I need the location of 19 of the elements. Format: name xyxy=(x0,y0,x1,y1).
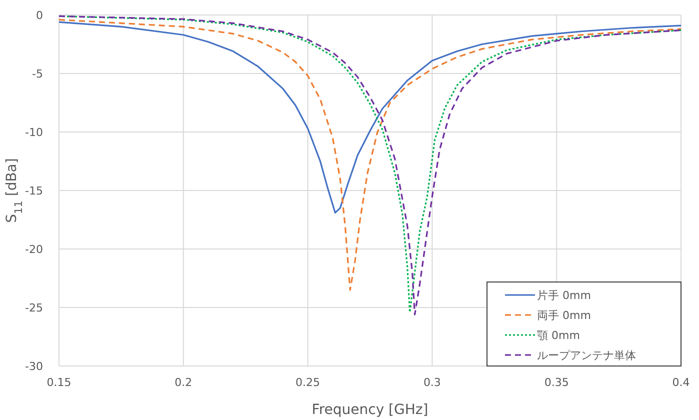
legend-label: ループアンテナ単体 xyxy=(537,349,636,362)
y-tick-label: -15 xyxy=(25,184,43,198)
y-tick-label: -5 xyxy=(32,68,43,80)
legend-label: 片手 0mm xyxy=(537,289,591,302)
x-tick-label: 0.4 xyxy=(672,376,690,389)
y-tick-label: -10 xyxy=(25,126,43,139)
y-tick-label: -20 xyxy=(25,243,43,256)
line-series xyxy=(58,21,682,214)
y-tick-label: -30 xyxy=(25,360,43,373)
legend-label: 両手 0mm xyxy=(537,309,591,322)
x-tick-label: 0.3 xyxy=(423,376,441,389)
x-tick-label: 0.15 xyxy=(46,376,72,389)
y-tick-label: 0 xyxy=(36,9,43,22)
x-tick-label: 0.35 xyxy=(544,376,569,389)
x-axis-title: Frequency [GHz] xyxy=(312,402,428,418)
legend-label: 顎 0mm xyxy=(537,329,580,342)
y-tick-label: -25 xyxy=(25,302,43,314)
x-tick-label: 0.2 xyxy=(174,376,192,389)
x-tick-label: 0.25 xyxy=(296,376,320,389)
